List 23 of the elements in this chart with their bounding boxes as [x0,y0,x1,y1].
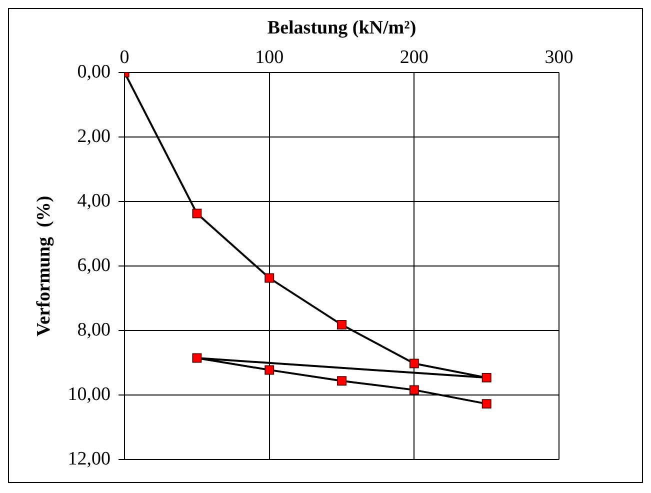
x-tick-label: 100 [255,47,284,68]
point [482,399,492,409]
y-tick-label: 6,00 [77,255,111,276]
point [264,365,274,375]
point [409,358,419,368]
point [192,353,202,363]
y-tick-label: 4,00 [77,190,111,212]
y-tick-label: 10,00 [68,384,111,406]
x-tick-label: 300 [544,47,574,68]
x-tick-label: 200 [400,47,428,68]
point [337,376,347,386]
x-axis-title: Belastung (kN/m²) [267,17,416,38]
y-axis-title: Verformung (%) [33,196,54,336]
point [409,385,419,395]
y-tick-label: 8,00 [77,320,111,341]
x-tick-label: 0 [120,47,130,68]
y-tick-label: 0,00 [77,62,111,83]
point [482,372,492,382]
y-tick-label: 2,00 [77,126,111,148]
point [337,320,347,330]
point [192,208,202,218]
point [264,273,274,283]
y-tick-label: 12,00 [68,448,111,470]
